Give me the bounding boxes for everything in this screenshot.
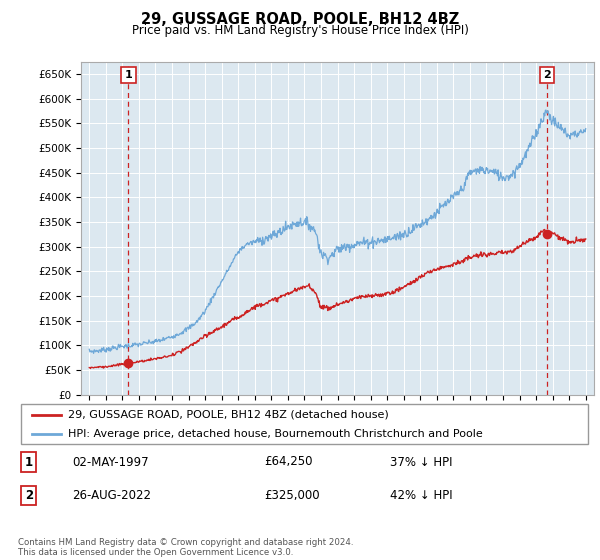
Text: 29, GUSSAGE ROAD, POOLE, BH12 4BZ: 29, GUSSAGE ROAD, POOLE, BH12 4BZ: [141, 12, 459, 27]
Text: 1: 1: [125, 70, 133, 80]
Text: £64,250: £64,250: [264, 455, 313, 469]
Text: Price paid vs. HM Land Registry's House Price Index (HPI): Price paid vs. HM Land Registry's House …: [131, 24, 469, 37]
Text: 42% ↓ HPI: 42% ↓ HPI: [390, 489, 452, 502]
Text: HPI: Average price, detached house, Bournemouth Christchurch and Poole: HPI: Average price, detached house, Bour…: [68, 429, 483, 439]
FancyBboxPatch shape: [21, 404, 588, 444]
Text: 1: 1: [25, 455, 33, 469]
Text: 2: 2: [25, 489, 33, 502]
Text: 37% ↓ HPI: 37% ↓ HPI: [390, 455, 452, 469]
Text: 29, GUSSAGE ROAD, POOLE, BH12 4BZ (detached house): 29, GUSSAGE ROAD, POOLE, BH12 4BZ (detac…: [68, 409, 389, 419]
Text: £325,000: £325,000: [264, 489, 320, 502]
Text: 02-MAY-1997: 02-MAY-1997: [72, 455, 149, 469]
Text: 26-AUG-2022: 26-AUG-2022: [72, 489, 151, 502]
Text: Contains HM Land Registry data © Crown copyright and database right 2024.
This d: Contains HM Land Registry data © Crown c…: [18, 538, 353, 557]
Text: 2: 2: [543, 70, 551, 80]
